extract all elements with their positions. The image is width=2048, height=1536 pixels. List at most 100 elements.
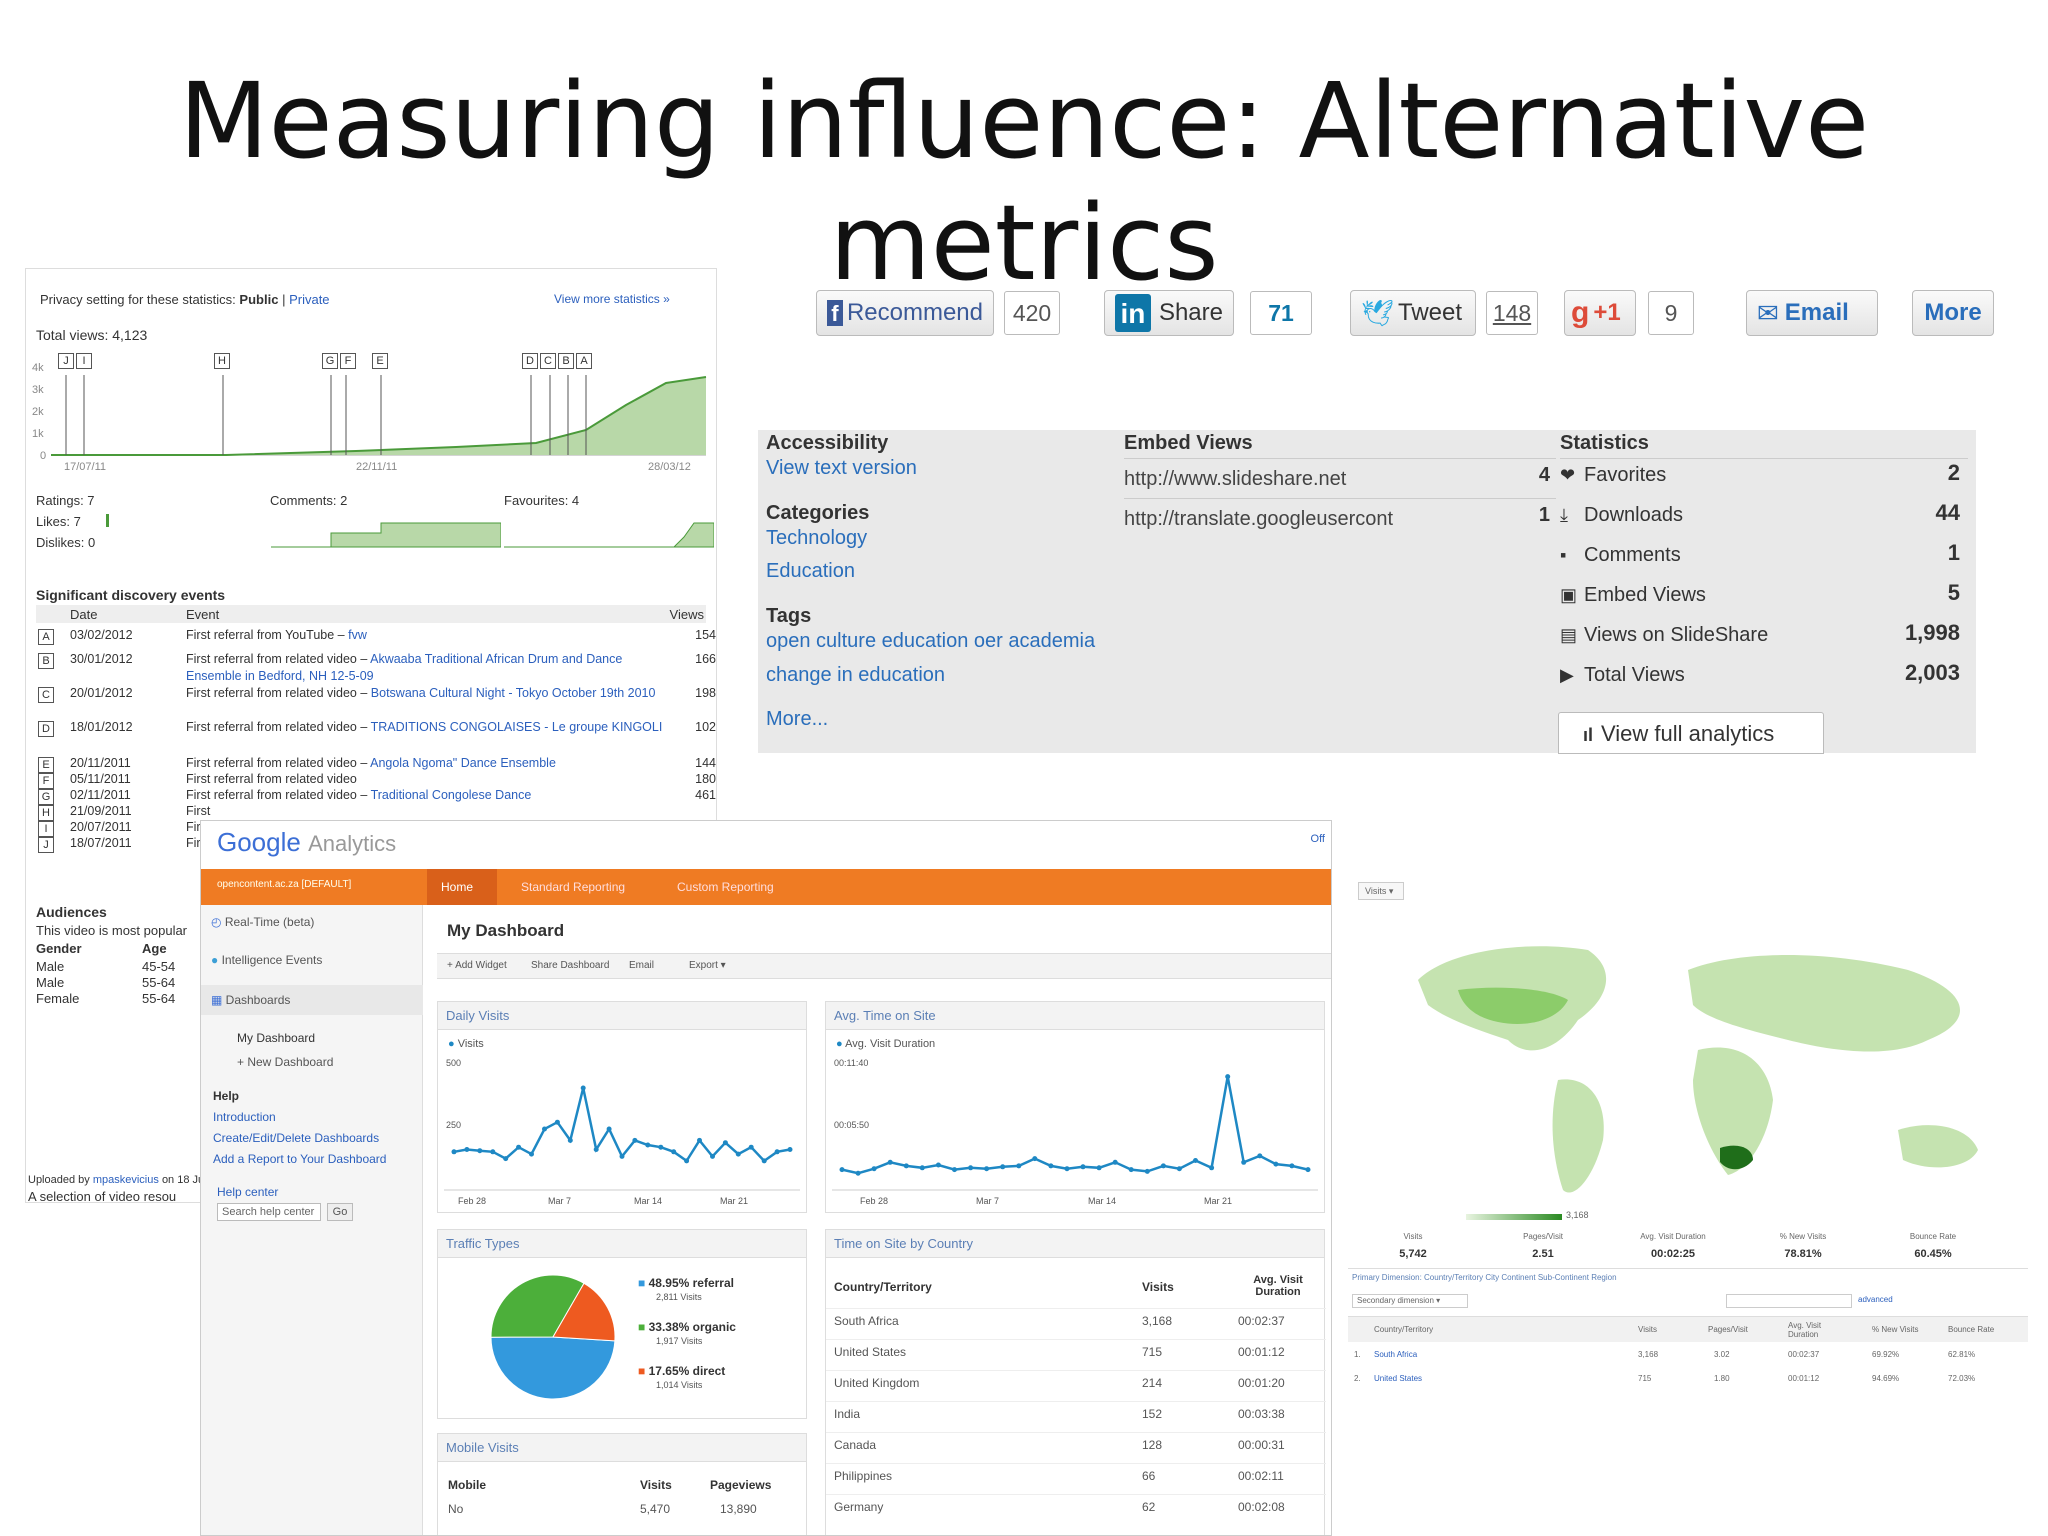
marker-a[interactable]: A <box>576 353 592 369</box>
stat-label: Favorites <box>1584 464 1667 486</box>
country-link[interactable]: United States <box>1374 1374 1423 1383</box>
more-button[interactable]: More <box>1912 290 1994 336</box>
avg-time-chart <box>832 1074 1318 1191</box>
event-marker[interactable]: F <box>38 773 54 789</box>
aud-age: 55-64 <box>142 991 176 1006</box>
sidebar-my-dashboard[interactable]: My Dashboard <box>237 1031 316 1045</box>
marker-j[interactable]: J <box>58 353 74 369</box>
plus-one-label: +1 <box>1593 299 1621 326</box>
category-technology-link[interactable]: Technology <box>766 527 868 549</box>
view-text-version-link[interactable]: View text version <box>766 457 917 479</box>
marker-d[interactable]: D <box>522 353 538 369</box>
help-link[interactable]: Introduction <box>213 1110 276 1124</box>
marker-f[interactable]: F <box>340 353 356 369</box>
tags-link-1[interactable]: open culture education oer academia <box>766 630 1096 652</box>
event-row: J 18/07/2011 First <box>36 833 716 853</box>
help-link[interactable]: Add a Report to Your Dashboard <box>213 1152 387 1166</box>
event-video-link[interactable]: Angola Ngoma" Dance Ensemble <box>370 756 556 770</box>
marker-c[interactable]: C <box>540 353 556 369</box>
data-point <box>1144 1168 1150 1174</box>
embed-url-2[interactable]: http://translate.googleusercont <box>1124 508 1394 530</box>
slideshare-icon: ▤ <box>1560 625 1578 645</box>
event-date: 21/09/2011 <box>70 804 132 818</box>
summary-label: Avg. Visit Duration <box>1640 1232 1706 1241</box>
tags-link-2[interactable]: change in education <box>766 664 946 686</box>
data-point <box>554 1119 560 1125</box>
linkedin-share-button[interactable]: in Share <box>1104 290 1234 336</box>
country-visits: 62 <box>1142 1500 1156 1514</box>
cell: 1. <box>1354 1350 1361 1359</box>
event-marker[interactable]: J <box>38 837 54 853</box>
embed-url-1[interactable]: http://www.slideshare.net <box>1124 468 1347 490</box>
event-views: 154 <box>695 628 716 642</box>
event-video-link[interactable]: Traditional Congolese Dance <box>370 788 532 802</box>
nav-home[interactable]: Home <box>427 869 497 905</box>
marker-e[interactable]: E <box>372 353 388 369</box>
help-go-button[interactable]: Go <box>327 1203 353 1221</box>
nav-custom-reporting[interactable]: Custom Reporting <box>677 880 774 894</box>
event-video-link[interactable]: fvw <box>348 628 367 642</box>
data-point <box>1305 1167 1311 1173</box>
event-marker[interactable]: I <box>38 821 54 837</box>
sidebar-realtime[interactable]: ◴ Real-Time (beta) <box>211 915 315 929</box>
category-education-link[interactable]: Education <box>766 560 855 582</box>
event-marker[interactable]: H <box>38 805 54 821</box>
col-header: Visits <box>640 1478 672 1492</box>
stat-label: Total Views <box>1584 664 1685 686</box>
help-center-link[interactable]: Help center <box>217 1185 279 1199</box>
accessibility-heading: Accessibility <box>766 432 889 454</box>
event-marker[interactable]: G <box>38 789 54 805</box>
aud-age: 45-54 <box>142 959 176 974</box>
uploader-link[interactable]: mpaskevicius <box>92 1174 159 1186</box>
plus-count: 9 <box>1648 291 1694 335</box>
export-button[interactable]: Export ▾ <box>689 960 726 971</box>
email-button[interactable]: Email <box>629 960 655 971</box>
view-full-analytics-button[interactable]: ıl View full analytics <box>1558 712 1824 754</box>
recommend-button[interactable]: f Recommend <box>816 290 994 336</box>
advanced-link[interactable]: advanced <box>1858 1295 1893 1304</box>
plus-one-button[interactable]: g +1 <box>1564 290 1636 336</box>
tweet-button[interactable]: 🕊 Tweet <box>1350 290 1476 336</box>
more-link[interactable]: More... <box>766 708 829 730</box>
marker-i[interactable]: I <box>76 353 92 369</box>
country-duration: 00:03:38 <box>1238 1407 1285 1421</box>
event-video-link[interactable]: TRADITIONS CONGOLAISES - Le groupe KINGO… <box>370 720 663 734</box>
event-marker[interactable]: E <box>38 757 54 773</box>
share-dashboard-button[interactable]: Share Dashboard <box>531 960 610 971</box>
help-link[interactable]: Create/Edit/Delete Dashboards <box>213 1131 380 1145</box>
widget-title: Mobile Visits <box>438 1434 806 1462</box>
table-search-input[interactable] <box>1726 1294 1852 1308</box>
event-marker[interactable]: C <box>38 687 54 703</box>
add-widget-button[interactable]: + Add Widget <box>447 960 507 971</box>
event-video-link[interactable]: Botswana Cultural Night - Tokyo October … <box>370 686 656 700</box>
legend-avg-duration: ● Avg. Visit Duration <box>836 1038 936 1050</box>
dimension-tabs[interactable]: Primary Dimension: Country/Territory Cit… <box>1352 1273 1617 1282</box>
event-marker[interactable]: B <box>38 653 54 669</box>
marker-h[interactable]: H <box>214 353 230 369</box>
privacy-private-link[interactable]: Private <box>289 292 330 307</box>
help-search-input[interactable]: Search help center <box>217 1203 321 1221</box>
event-views: 144 <box>695 756 716 770</box>
event-date: 20/11/2011 <box>70 756 131 770</box>
marker-b[interactable]: B <box>558 353 574 369</box>
account-select[interactable]: opencontent.ac.za [DEFAULT] <box>217 879 352 890</box>
country-link[interactable]: South Africa <box>1374 1350 1418 1359</box>
event-video-link[interactable]: Akwaaba Traditional African Drum and Dan… <box>186 652 623 683</box>
sidebar-dashboards[interactable]: ▦ Dashboards <box>211 993 291 1007</box>
bar-chart-icon: ıl <box>1583 725 1594 745</box>
y-tick: 500 <box>446 1058 462 1068</box>
country-name: Philippines <box>834 1469 893 1483</box>
sidebar-new-dashboard[interactable]: + New Dashboard <box>237 1055 334 1069</box>
marker-g[interactable]: G <box>322 353 338 369</box>
secondary-dimension-select[interactable]: Secondary dimension ▾ <box>1352 1294 1468 1308</box>
event-date: 20/01/2012 <box>70 686 133 700</box>
signout-link[interactable]: Off <box>1310 833 1325 845</box>
nav-standard-reporting[interactable]: Standard Reporting <box>521 880 626 894</box>
data-point <box>871 1166 877 1172</box>
sidebar-intelligence[interactable]: ● Intelligence Events <box>211 953 323 967</box>
email-button[interactable]: ✉ Email <box>1746 290 1878 336</box>
event-marker[interactable]: A <box>38 629 54 645</box>
view-more-statistics-link[interactable]: View more statistics » <box>554 292 670 306</box>
metric-select[interactable]: Visits ▾ <box>1358 882 1404 900</box>
event-marker[interactable]: D <box>38 721 54 737</box>
